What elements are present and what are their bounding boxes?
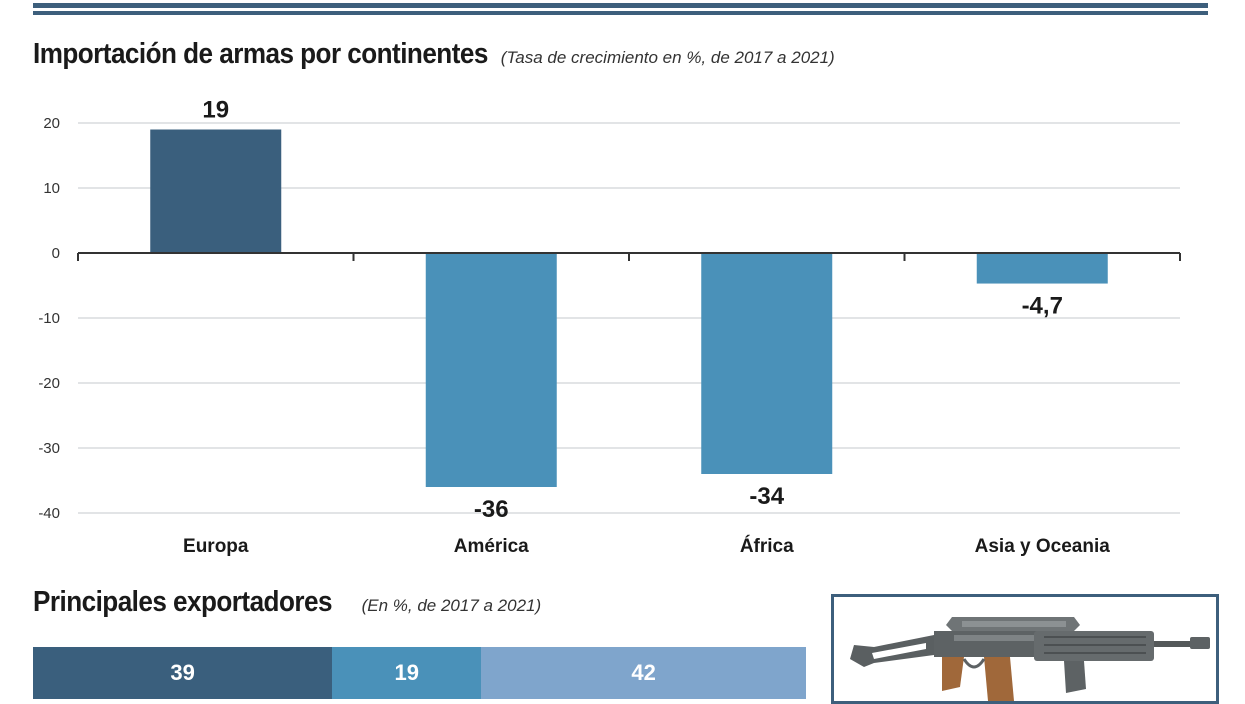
y-tick-label: 0 — [52, 245, 60, 262]
x-category-label: África — [740, 535, 794, 557]
top-rule-thin — [33, 11, 1208, 15]
y-tick-label: -30 — [38, 440, 60, 457]
segment-value-label: 39 — [170, 660, 195, 685]
rifle-icon — [850, 617, 1210, 701]
segment-value-label: 42 — [631, 660, 656, 685]
stacked-segment: 39 — [33, 647, 333, 699]
x-category-label: América — [454, 536, 529, 557]
stacked-segment: 42 — [481, 647, 806, 699]
y-tick-label: 10 — [43, 180, 60, 197]
y-tick-label: -10 — [38, 310, 60, 327]
bar — [976, 253, 1108, 284]
chart-header: Importación de armas por continentes (Ta… — [33, 38, 835, 71]
stacked-segment: 19 — [332, 647, 482, 699]
exporters-subtitle: (En %, de 2017 a 2021) — [361, 596, 542, 615]
y-tick-label: 20 — [43, 115, 60, 132]
import-growth-chart: 20 10 0 -10 -20 -30 -40 19 Europa -36 América -34 Áf… — [38, 97, 1181, 557]
exporters-title: Principales exportadores — [33, 586, 332, 618]
rifle-illustration — [831, 594, 1219, 704]
data-label: 19 — [202, 97, 229, 124]
top-rule — [33, 3, 1208, 8]
segment-value-label: 19 — [394, 660, 419, 685]
chart-subtitle: (Tasa de crecimiento en %, de 2017 a 202… — [500, 48, 835, 67]
chart-title: Importación de armas por continentes — [33, 38, 488, 70]
y-tick-label: -20 — [38, 375, 60, 392]
x-category-label: Asia y Oceania — [975, 536, 1111, 557]
bar — [425, 253, 557, 487]
bar — [701, 253, 833, 474]
data-label: -36 — [474, 496, 509, 523]
data-label: -34 — [749, 483, 784, 510]
exporters-stacked-bar: 39 19 42 — [33, 647, 806, 699]
exporters-header: Principales exportadores (En %, de 2017 … — [33, 586, 541, 619]
y-tick-label: -40 — [38, 505, 60, 522]
bar — [150, 129, 282, 253]
data-label: -4,7 — [1022, 293, 1063, 320]
x-category-label: Europa — [183, 536, 249, 557]
